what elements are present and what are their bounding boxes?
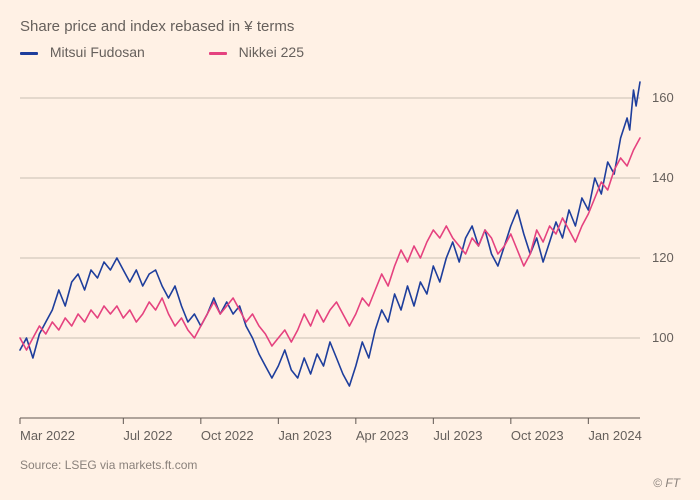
- copyright: © FT: [653, 476, 680, 490]
- y-axis-label: 100: [652, 330, 674, 345]
- x-axis-label: Jul 2022: [123, 428, 172, 443]
- x-axis-label: Jan 2023: [278, 428, 332, 443]
- x-axis-label: Oct 2022: [201, 428, 254, 443]
- source-line: Source: LSEG via markets.ft.com: [20, 458, 197, 472]
- chart-svg: 100 120 140 160 Mar 2022 Jul 2022 Oct 2022 Jan …: [0, 0, 700, 500]
- x-axis-label: Jan 2024: [588, 428, 642, 443]
- y-axis-label: 120: [652, 250, 674, 265]
- series-line: [20, 138, 640, 350]
- y-axis-label: 140: [652, 170, 674, 185]
- chart-container: Share price and index rebased in ¥ terms…: [0, 0, 700, 500]
- x-axis-label: Apr 2023: [356, 428, 409, 443]
- x-axis-label: Oct 2023: [511, 428, 564, 443]
- x-axis-label: Mar 2022: [20, 428, 75, 443]
- x-axis-label: Jul 2023: [433, 428, 482, 443]
- y-axis-label: 160: [652, 90, 674, 105]
